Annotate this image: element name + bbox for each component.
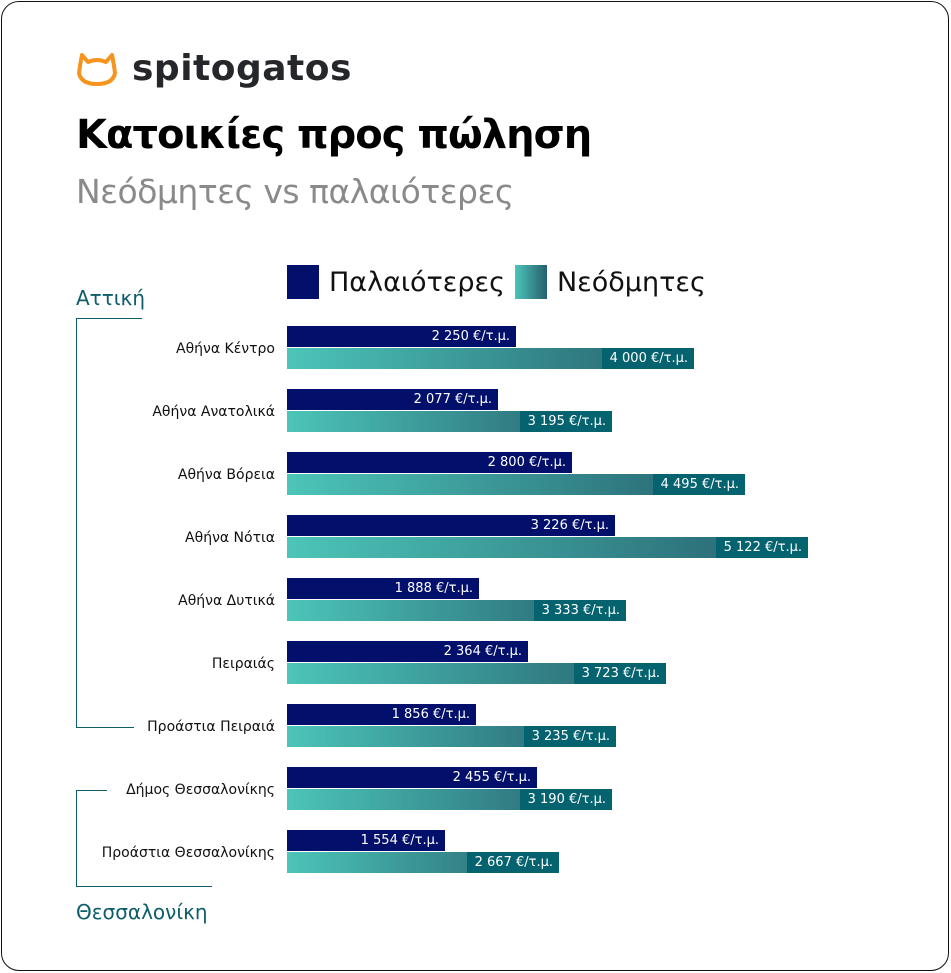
legend: Παλαιότερες Νεόδμητες	[287, 265, 716, 299]
data-label-old: 2 250 €/τ.μ.	[431, 329, 510, 344]
data-label-new: 3 235 €/τ.μ.	[523, 726, 616, 747]
data-label-new: 4 000 €/τ.μ.	[601, 348, 694, 369]
brand-name: spitogatos	[132, 48, 352, 89]
brand-logo: spitogatos	[76, 48, 352, 89]
category-label: Αθήνα Νότια	[185, 530, 275, 546]
bar-new: 4 495 €/τ.μ.	[287, 474, 745, 495]
category-label: Δήμος Θεσσαλονίκης	[126, 782, 275, 798]
bar-new: 3 195 €/τ.μ.	[287, 411, 612, 432]
data-label-new: 3 190 €/τ.μ.	[519, 789, 612, 810]
group-label-attica: Αττική	[76, 286, 145, 310]
bar-new: 3 723 €/τ.μ.	[287, 663, 666, 684]
data-label-new: 3 723 €/τ.μ.	[573, 663, 666, 684]
legend-swatch-old	[287, 265, 319, 299]
group-label-thessaloniki: Θεσσαλονίκη	[76, 900, 208, 924]
bracket-thessaloniki-bottom	[76, 886, 212, 887]
category-label: Αθήνα Βόρεια	[177, 467, 275, 483]
bar-old: 2 455 €/τ.μ.	[287, 767, 537, 788]
bar-new: 3 190 €/τ.μ.	[287, 789, 612, 810]
bar-new: 2 667 €/τ.μ.	[287, 852, 559, 873]
bracket-thessaloniki	[76, 790, 77, 887]
data-label-new: 3 333 €/τ.μ.	[533, 600, 626, 621]
bracket-attica	[76, 318, 77, 728]
legend-label-new: Νεόδμητες	[556, 266, 706, 298]
data-label-old: 2 364 €/τ.μ.	[443, 644, 522, 659]
bar-old: 1 554 €/τ.μ.	[287, 830, 445, 851]
bar-new: 4 000 €/τ.μ.	[287, 348, 694, 369]
data-label-old: 2 455 €/τ.μ.	[452, 770, 531, 785]
data-label-old: 3 226 €/τ.μ.	[530, 518, 609, 533]
data-label-new: 5 122 €/τ.μ.	[715, 537, 808, 558]
bar-old: 2 250 €/τ.μ.	[287, 326, 516, 347]
category-label: Αθήνα Δυτικά	[178, 593, 275, 609]
bar-new: 5 122 €/τ.μ.	[287, 537, 808, 558]
page-title: Κατοικίες προς πώληση	[76, 112, 592, 158]
legend-swatch-new	[514, 265, 547, 299]
bracket-thessaloniki-top	[76, 790, 107, 791]
legend-label-old: Παλαιότερες	[329, 266, 505, 298]
data-label-new: 2 667 €/τ.μ.	[466, 852, 559, 873]
category-label: Προάστια Πειραιά	[147, 719, 275, 735]
bar-new: 3 333 €/τ.μ.	[287, 600, 626, 621]
bar-old: 3 226 €/τ.μ.	[287, 515, 615, 536]
bar-old: 2 364 €/τ.μ.	[287, 641, 528, 662]
cat-logo-icon	[77, 52, 117, 86]
data-label-old: 2 800 €/τ.μ.	[487, 455, 566, 470]
page-subtitle: Νεόδμητες vs παλαιότερες	[76, 172, 514, 211]
bar-old: 2 077 €/τ.μ.	[287, 389, 498, 410]
bar-old: 2 800 €/τ.μ.	[287, 452, 572, 473]
data-label-old: 1 554 €/τ.μ.	[360, 833, 439, 848]
data-label-new: 4 495 €/τ.μ.	[652, 474, 745, 495]
data-label-old: 1 888 €/τ.μ.	[394, 581, 473, 596]
bracket-attica-top	[76, 318, 142, 319]
category-label: Αθήνα Ανατολικά	[152, 404, 275, 420]
bar-old: 1 888 €/τ.μ.	[287, 578, 479, 599]
bracket-attica-bottom	[76, 727, 134, 728]
data-label-old: 2 077 €/τ.μ.	[413, 392, 492, 407]
data-label-new: 3 195 €/τ.μ.	[519, 411, 612, 432]
category-label: Προάστια Θεσσαλονίκης	[101, 845, 275, 861]
bar-new: 3 235 €/τ.μ.	[287, 726, 616, 747]
bar-old: 1 856 €/τ.μ.	[287, 704, 476, 725]
category-label: Πειραιάς	[211, 656, 275, 672]
category-label: Αθήνα Κέντρο	[176, 341, 275, 357]
data-label-old: 1 856 €/τ.μ.	[391, 707, 470, 722]
